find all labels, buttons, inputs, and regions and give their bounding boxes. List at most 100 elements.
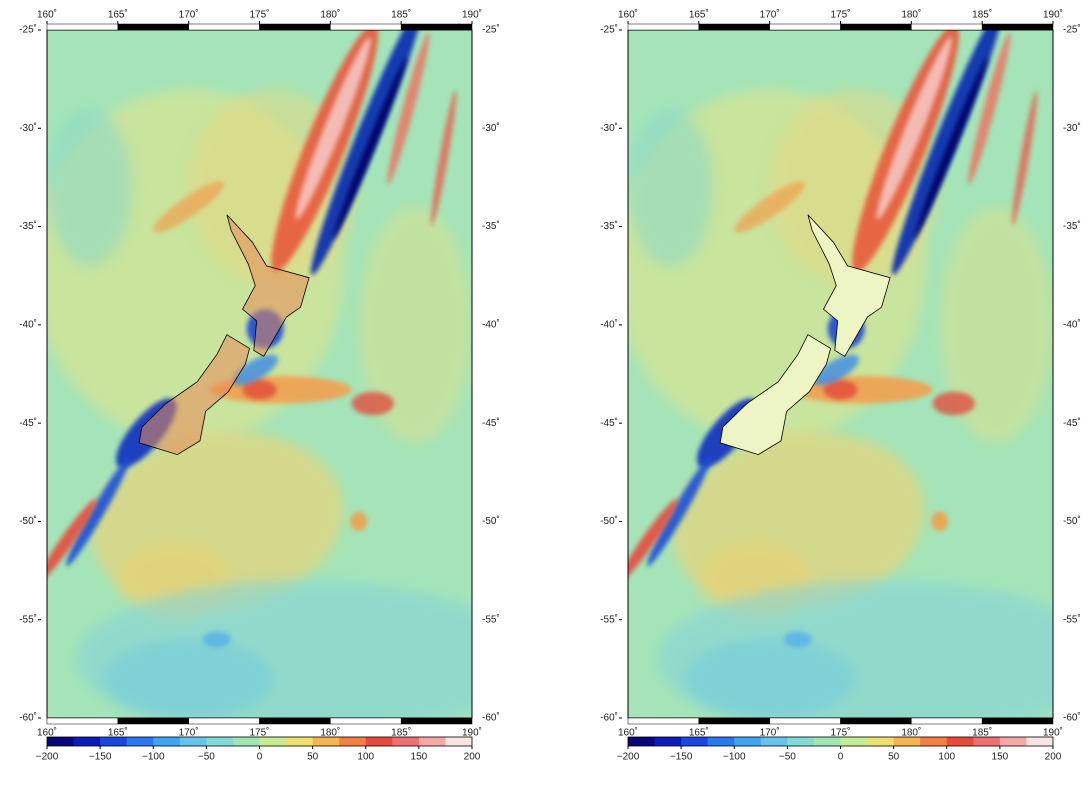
y-tick-label: -35˚ (600, 220, 618, 232)
frame-segment (330, 718, 401, 724)
colorbar-tick-label: 0 (838, 752, 844, 763)
colorbar-segment (1000, 737, 1027, 746)
anomaly-feature (350, 512, 367, 532)
y-tick-label: -40˚ (1063, 318, 1081, 330)
frame-segment (699, 718, 770, 724)
frame-segment (841, 718, 912, 724)
colorbar-segment (260, 737, 287, 746)
y-tick-label: -60˚ (482, 712, 500, 724)
x-tick-label: 160˚ (37, 9, 57, 21)
y-tick-label: -35˚ (482, 220, 500, 232)
y-tick-label: -45˚ (600, 417, 618, 429)
colorbar-tick-label: −50 (198, 752, 215, 763)
colorbar-segment (206, 737, 233, 746)
frame-segment (260, 24, 331, 30)
colorbar-segment (286, 737, 313, 746)
y-tick-label: -50˚ (482, 515, 500, 527)
y-tick-label: -50˚ (1063, 515, 1081, 527)
frame-segment (118, 24, 189, 30)
frame-segment (47, 718, 118, 724)
x-tick-label: 190˚ (1043, 9, 1063, 21)
frame-segment (628, 718, 699, 724)
colorbar-segment (127, 737, 154, 746)
colorbar-segment (100, 737, 127, 746)
colorbar-tick-label: 100 (357, 752, 374, 763)
frame-segment (982, 718, 1053, 724)
map-panel: 160˚160˚165˚165˚170˚170˚175˚175˚180˚180˚… (600, 0, 1092, 763)
frame-segment (699, 24, 770, 30)
colorbar-tick-label: −200 (36, 752, 59, 763)
x-tick-label: 190˚ (462, 9, 482, 21)
colorbar-segment (894, 737, 921, 746)
colorbar-segment (973, 737, 1000, 746)
anomaly-feature (931, 512, 948, 532)
y-tick-label: -55˚ (482, 613, 500, 625)
colorbar-segment (74, 737, 101, 746)
colorbar-tick-label: 0 (257, 752, 263, 763)
colorbar-segment (233, 737, 260, 746)
frame-segment (189, 718, 260, 724)
colorbar-segment (681, 737, 708, 746)
frame-segment (628, 24, 699, 30)
colorbar-segment (47, 737, 74, 746)
y-tick-label: -40˚ (600, 318, 618, 330)
y-tick-label: -55˚ (600, 613, 618, 625)
colorbar-tick-label: 150 (411, 752, 428, 763)
colorbar-segment (655, 737, 682, 746)
frame-segment (189, 24, 260, 30)
colorbar-segment (1026, 737, 1053, 746)
colorbar-segment (787, 737, 814, 746)
y-tick-label: -25˚ (19, 24, 37, 36)
y-tick-label: -55˚ (19, 613, 37, 625)
colorbar-segment (947, 737, 974, 746)
frame-segment (260, 718, 331, 724)
colorbar-segment (180, 737, 207, 746)
colorbar-tick-label: −50 (779, 752, 796, 763)
anomaly-feature (104, 639, 274, 718)
colorbar-segment (366, 737, 393, 746)
page: 160˚160˚165˚165˚170˚170˚175˚175˚180˚180˚… (0, 0, 1092, 794)
y-tick-label: -25˚ (1063, 24, 1081, 36)
colorbar-segment (761, 737, 788, 746)
anomaly-field (32, 0, 528, 738)
x-tick-label: 170˚ (760, 9, 780, 21)
y-tick-label: -35˚ (19, 220, 37, 232)
frame-segment (330, 24, 401, 30)
y-tick-label: -50˚ (600, 515, 618, 527)
colorbar-segment (867, 737, 894, 746)
y-tick-label: -60˚ (600, 712, 618, 724)
y-tick-label: -25˚ (600, 24, 618, 36)
anomaly-feature (352, 392, 395, 416)
frame-segment (911, 718, 982, 724)
frame-segment (770, 718, 841, 724)
colorbar-tick-label: −100 (723, 752, 746, 763)
colorbar-segment (313, 737, 340, 746)
y-tick-label: -35˚ (1063, 220, 1081, 232)
anomaly-feature (933, 392, 976, 416)
colorbar-segment (814, 737, 841, 746)
colorbar-segment (153, 737, 180, 746)
y-tick-label: -40˚ (482, 318, 500, 330)
frame-segment (401, 718, 472, 724)
anomaly-field (613, 0, 1092, 738)
anomaly-feature (784, 632, 812, 648)
colorbar-segment (841, 737, 868, 746)
y-tick-label: -40˚ (19, 318, 37, 330)
x-tick-label: 180˚ (320, 9, 340, 21)
colorbar-segment (628, 737, 655, 746)
colorbar-tick-label: 200 (464, 752, 481, 763)
x-tick-label: 160˚ (618, 9, 638, 21)
colorbar-tick-label: 50 (888, 752, 900, 763)
frame-segment (911, 24, 982, 30)
y-tick-label: -30˚ (482, 122, 500, 134)
colorbar-tick-label: −200 (617, 752, 640, 763)
y-tick-label: -30˚ (600, 122, 618, 134)
y-tick-label: -55˚ (1063, 613, 1081, 625)
x-tick-label: 185˚ (972, 9, 992, 21)
map-panel: 160˚160˚165˚165˚170˚170˚175˚175˚180˚180˚… (19, 0, 528, 763)
frame-segment (118, 718, 189, 724)
colorbar-segment (419, 737, 446, 746)
colorbar-tick-label: 100 (938, 752, 955, 763)
colorbar-tick-label: 50 (307, 752, 319, 763)
y-tick-label: -50˚ (19, 515, 37, 527)
